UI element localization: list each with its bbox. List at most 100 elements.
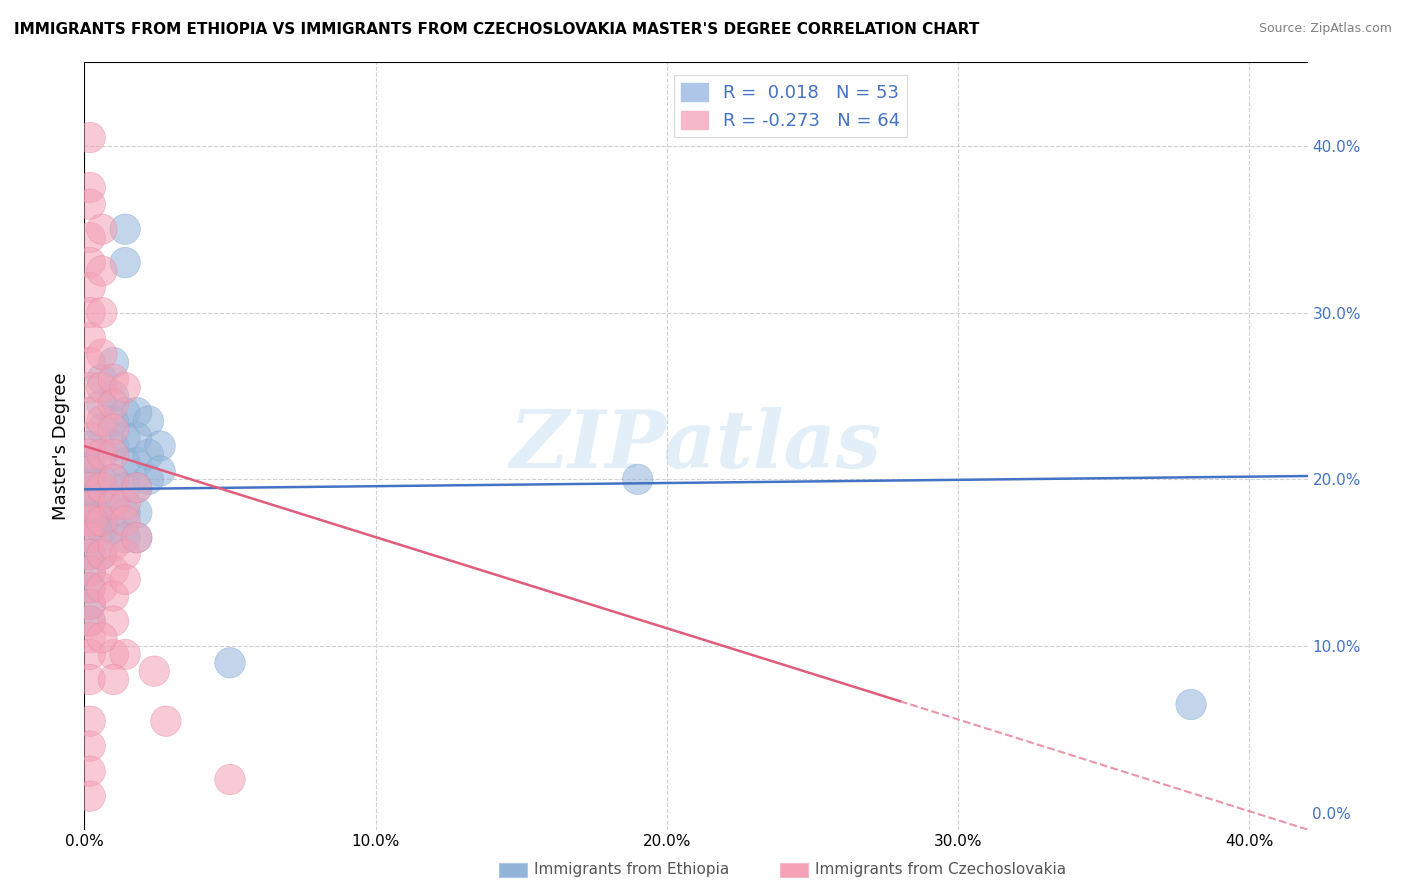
Point (103, 673, 125, 687)
Point (79, 464, 101, 478)
Point (79, 564, 101, 578)
Point (90, 522, 112, 536)
Point (90, 447, 112, 461)
Point (1180, 698, 1202, 712)
Point (79, 431, 101, 445)
Point (114, 381, 136, 395)
Point (79, 598, 101, 612)
Text: IMMIGRANTS FROM ETHIOPIA VS IMMIGRANTS FROM CZECHOSLOVAKIA MASTER'S DEGREE CORRE: IMMIGRANTS FROM ETHIOPIA VS IMMIGRANTS F… (14, 22, 980, 37)
Point (79, 481, 101, 495)
Point (79, 130, 101, 145)
Point (125, 531, 148, 545)
Point (138, 447, 160, 461)
Point (79, 464, 101, 478)
Point (138, 414, 160, 428)
Point (79, 548, 101, 562)
Point (103, 397, 125, 411)
Point (79, 531, 101, 545)
Point (79, 581, 101, 595)
Point (79, 230, 101, 244)
Point (79, 764, 101, 779)
Point (103, 422, 125, 436)
Point (79, 514, 101, 528)
Point (79, 447, 101, 461)
Point (103, 564, 125, 578)
Point (79, 531, 101, 545)
Point (114, 481, 136, 495)
Text: Immigrants from Ethiopia: Immigrants from Ethiopia (534, 863, 730, 877)
Text: Source: ZipAtlas.com: Source: ZipAtlas.com (1258, 22, 1392, 36)
Point (114, 497, 136, 511)
Point (103, 539, 125, 553)
Point (90, 414, 112, 428)
Point (103, 447, 125, 461)
Point (79, 472, 101, 486)
Point (79, 497, 101, 511)
Point (114, 573, 136, 587)
Point (90, 447, 112, 461)
Point (143, 664, 166, 678)
Point (79, 280, 101, 294)
Point (90, 381, 112, 395)
Point (149, 464, 172, 478)
Point (103, 522, 125, 536)
Point (79, 406, 101, 420)
Point (79, 739, 101, 754)
Point (79, 489, 101, 503)
Point (114, 648, 136, 662)
Point (79, 648, 101, 662)
Point (103, 614, 125, 628)
Point (103, 356, 125, 370)
Point (103, 414, 125, 428)
Point (149, 439, 172, 453)
Point (103, 589, 125, 603)
Point (103, 648, 125, 662)
Point (114, 531, 136, 545)
Point (79, 481, 101, 495)
Y-axis label: Master's Degree: Master's Degree (52, 372, 70, 520)
Point (79, 614, 101, 628)
Point (103, 439, 125, 453)
Point (90, 305, 112, 319)
Point (79, 456, 101, 470)
Point (90, 264, 112, 278)
Point (90, 631, 112, 645)
Point (90, 222, 112, 236)
Point (79, 497, 101, 511)
Point (219, 772, 242, 787)
Point (138, 472, 160, 486)
Point (103, 472, 125, 486)
Point (79, 330, 101, 344)
Point (79, 514, 101, 528)
Point (79, 789, 101, 804)
Point (125, 456, 148, 470)
Text: Immigrants from Czechoslovakia: Immigrants from Czechoslovakia (815, 863, 1067, 877)
Point (90, 548, 112, 562)
Point (103, 372, 125, 386)
Point (79, 581, 101, 595)
Point (79, 381, 101, 395)
Point (79, 356, 101, 370)
Point (103, 497, 125, 511)
Point (90, 422, 112, 436)
Point (125, 481, 148, 495)
Point (103, 472, 125, 486)
Point (125, 481, 148, 495)
Point (79, 614, 101, 628)
Point (90, 397, 112, 411)
Point (90, 497, 112, 511)
Point (79, 548, 101, 562)
Point (90, 481, 112, 495)
Point (79, 564, 101, 578)
Point (125, 431, 148, 445)
Point (125, 506, 148, 520)
Point (219, 656, 242, 670)
Point (155, 714, 177, 728)
Point (79, 197, 101, 211)
Point (125, 406, 148, 420)
Text: ZIPatlas: ZIPatlas (510, 408, 882, 484)
Point (90, 372, 112, 386)
Point (90, 548, 112, 562)
Point (79, 714, 101, 728)
Point (79, 439, 101, 453)
